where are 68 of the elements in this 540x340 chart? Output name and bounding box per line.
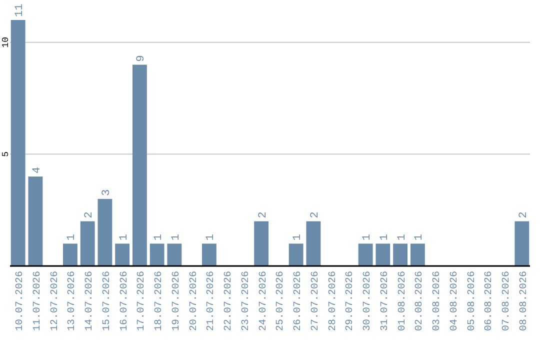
bar — [393, 244, 408, 266]
data-label: 1 — [153, 234, 166, 241]
x-tick-label: 03.08.2026 — [432, 271, 444, 332]
x-tick-label: 11.07.2026 — [32, 271, 44, 332]
y-tick-label: 5 — [1, 151, 11, 157]
x-tick-label: 21.07.2026 — [206, 271, 218, 332]
data-label: 1 — [118, 234, 130, 241]
x-tick-label: 20.07.2026 — [188, 271, 200, 332]
x-tick-label: 04.08.2026 — [449, 271, 460, 332]
x-tick-label: 13.07.2026 — [67, 271, 78, 332]
data-label: 1 — [292, 234, 304, 241]
bar — [80, 221, 95, 266]
bar — [28, 176, 43, 266]
x-tick-label: 15.07.2026 — [102, 271, 113, 332]
data-label: 1 — [378, 234, 391, 241]
x-tick-label: 27.07.2026 — [310, 271, 322, 332]
x-tick-label: 19.07.2026 — [171, 271, 182, 332]
data-label: 2 — [257, 212, 270, 218]
data-label: 11 — [14, 3, 26, 17]
data-label: 1 — [66, 234, 78, 241]
bar — [254, 221, 269, 266]
bar — [202, 244, 216, 266]
x-tick-label: 29.07.2026 — [345, 271, 356, 332]
data-label: 9 — [136, 55, 148, 62]
bar — [98, 198, 112, 266]
bar — [410, 244, 425, 266]
data-label: 1 — [396, 234, 408, 241]
bar — [514, 221, 530, 266]
x-tick-label: 16.07.2026 — [119, 271, 130, 332]
data-label: 4 — [31, 166, 44, 174]
bar — [132, 64, 147, 266]
x-tick-label: 06.08.2026 — [484, 271, 496, 332]
data-label: 1 — [414, 234, 426, 241]
x-tick-label: 10.07.2026 — [15, 271, 26, 332]
x-tick-label: 31.07.2026 — [380, 271, 391, 332]
x-tick-label: 05.08.2026 — [466, 271, 478, 332]
x-tick-label: 30.07.2026 — [362, 271, 374, 332]
bar — [358, 244, 373, 266]
x-tick-label: 25.07.2026 — [276, 271, 287, 332]
x-tick-label: 02.08.2026 — [414, 271, 426, 332]
data-label: 1 — [205, 234, 218, 241]
bar — [306, 221, 321, 266]
bar — [288, 244, 304, 266]
x-tick-label: 17.07.2026 — [136, 271, 148, 332]
bar — [10, 20, 26, 266]
bar — [150, 244, 164, 266]
data-label: 2 — [84, 212, 96, 218]
x-tick-label: 24.07.2026 — [258, 271, 270, 332]
bar — [62, 244, 78, 266]
data-label: 3 — [100, 189, 113, 196]
bar — [376, 244, 390, 266]
y-tick-label: 10 — [1, 36, 11, 48]
data-label: 1 — [362, 234, 374, 241]
x-tick-label: 07.08.2026 — [502, 271, 513, 332]
data-label: 2 — [518, 212, 530, 218]
data-label: 2 — [309, 212, 322, 218]
x-tick-label: 18.07.2026 — [154, 271, 166, 332]
x-tick-label: 14.07.2026 — [84, 271, 96, 332]
x-tick-label: 23.07.2026 — [240, 271, 252, 332]
x-tick-label: 28.07.2026 — [328, 271, 339, 332]
x-tick-label: 26.07.2026 — [293, 271, 304, 332]
x-tick-label: 01.08.2026 — [397, 271, 408, 332]
x-tick-label: 08.08.2026 — [518, 271, 530, 332]
x-tick-label: 22.07.2026 — [224, 271, 235, 332]
bar — [115, 244, 130, 266]
bar — [167, 244, 182, 266]
x-tick-label: 12.07.2026 — [50, 271, 61, 332]
data-label: 1 — [170, 234, 182, 241]
